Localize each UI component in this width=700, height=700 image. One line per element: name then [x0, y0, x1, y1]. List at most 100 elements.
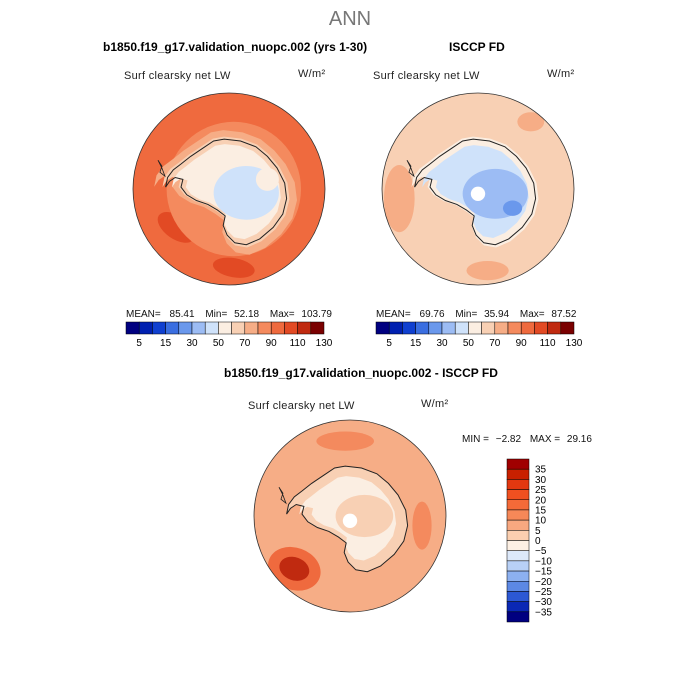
cbar-0-swatch-2: [152, 321, 166, 335]
cbar-0-swatch-5: [191, 321, 206, 335]
cbar-1-tick-6: 110: [540, 338, 556, 349]
map-2-coastline: [286, 465, 409, 573]
cbar-1-tick-0: 5: [386, 338, 392, 349]
cbar-2-tick-6: 5: [535, 526, 541, 537]
cbar-2-swatch-13: [506, 591, 530, 602]
cbar-0-tick-6: 110: [290, 338, 306, 349]
map-1-contour-8: [470, 186, 486, 201]
cbar-0-swatch-10: [257, 321, 272, 335]
cbar-0-tick-0: 5: [136, 338, 142, 349]
model-min-value: 52.18: [234, 309, 260, 320]
model-panel-title: b1850.f19_g17.validation_nuopc.002 (yrs …: [103, 40, 368, 54]
cbar-0-swatch-14: [310, 321, 325, 335]
obs-min-value: 35.94: [484, 309, 510, 320]
map-2-contour-4: [316, 431, 375, 451]
cbar-2-swatch-8: [506, 540, 530, 551]
cbar-0-tick-7: 130: [316, 338, 333, 349]
map-1-contour-2: [466, 261, 509, 281]
map-2-contour-5: [412, 501, 432, 550]
cbar-0-swatch-3: [165, 321, 180, 335]
map-0-field: [133, 93, 325, 285]
map-1-contour-1: [383, 165, 415, 233]
map-1-contour-3: [517, 112, 545, 132]
cbar-1-swatch-11: [520, 321, 535, 335]
cbar-2-tick-1: 30: [535, 475, 547, 486]
cbar-1-swatch-2: [402, 321, 416, 335]
diff-min-label: MIN =: [462, 434, 489, 445]
cbar-0-tick-4: 70: [239, 338, 251, 349]
figure-title: ANN: [328, 8, 372, 30]
cbar-2-swatch-15: [506, 611, 530, 623]
cbar-1-tick-7: 130: [566, 338, 583, 349]
model-max-label: Max=: [269, 309, 295, 320]
cbar-2-swatch-1: [506, 468, 530, 480]
obs-mean-value: 69.76: [419, 309, 445, 320]
map-1-coastline: [414, 138, 537, 246]
cbar-0-swatch-9: [244, 321, 259, 335]
diff-units-label: W/m²: [421, 398, 449, 410]
cbar-1-swatch-4: [428, 321, 443, 335]
cbar-2-tick-5: 10: [535, 516, 547, 527]
cbar-2-tick-13: −30: [535, 597, 552, 608]
cbar-2-swatch-14: [506, 601, 530, 613]
cbar-1-swatch-5: [441, 321, 456, 335]
obs-units-label: W/m²: [547, 68, 575, 80]
map-2-field: [254, 420, 446, 612]
cbar-0-swatch-0: [125, 321, 140, 335]
model-mean-label: MEAN=: [126, 309, 161, 320]
diff-stats: MIN = −2.82 MAX = 29.16: [462, 434, 592, 445]
cbar-0-swatch-1: [138, 321, 153, 335]
cbar-2-swatch-5: [506, 509, 530, 521]
cbar-1-swatch-1: [388, 321, 403, 335]
model-units-label: W/m²: [298, 68, 326, 80]
map-1-landmass: [406, 159, 415, 178]
cbar-2-tick-3: 20: [535, 495, 547, 506]
cbar-1-swatch-14: [560, 321, 575, 335]
map-0-contour-8: [255, 167, 279, 191]
cbar-2-swatch-12: [506, 581, 530, 592]
cbar-1-tick-5: 90: [516, 338, 528, 349]
cbar-2-tick-10: −15: [535, 567, 552, 578]
cbar-2-swatch-0: [506, 458, 530, 470]
cbar-0-swatch-8: [231, 321, 246, 335]
cbar-1-swatch-7: [468, 321, 482, 335]
cbar-1-tick-4: 70: [489, 338, 501, 349]
map-2-border: [253, 419, 447, 613]
cbar-0-tick-5: 90: [266, 338, 278, 349]
obs-panel-title: ISCCP FD: [449, 40, 505, 54]
cbar-0-swatch-11: [270, 321, 285, 335]
map-2-contour-9: [342, 513, 358, 528]
cbar-0-swatch-7: [218, 321, 232, 335]
cbar-2-tick-9: −10: [535, 556, 552, 567]
map-0-border: [132, 92, 326, 286]
cbar-2-swatch-6: [506, 519, 530, 531]
cbar-2-swatch-11: [506, 570, 530, 582]
cbar-2-tick-2: 25: [535, 485, 547, 496]
diff-max-value: 29.16: [566, 434, 592, 445]
cbar-1-tick-2: 30: [436, 338, 448, 349]
cbar-1-swatch-6: [454, 321, 469, 335]
obs-mean-label: MEAN=: [376, 309, 411, 320]
cbar-2-swatch-7: [506, 530, 530, 541]
cbar-2-swatch-10: [506, 560, 530, 572]
obs-variable-label: Surf clearsky net LW: [373, 70, 480, 82]
obs-min-label: Min=: [455, 309, 478, 320]
cbar-1-swatch-9: [494, 321, 509, 335]
cbar-0-tick-3: 50: [213, 338, 225, 349]
map-0-landmass: [157, 159, 166, 178]
diff-max-label: MAX =: [529, 434, 561, 445]
cbar-1-tick-3: 50: [463, 338, 475, 349]
cbar-1-swatch-8: [481, 321, 496, 335]
cbar-2-tick-11: −20: [535, 577, 552, 588]
cbar-2-tick-12: −25: [535, 587, 552, 598]
cbar-2-tick-14: −35: [535, 607, 552, 618]
map-0-contour-2: [212, 257, 255, 278]
map-1-contour-7: [502, 200, 523, 216]
cbar-2-tick-7: 0: [535, 536, 541, 547]
map-2-contour-8: [335, 494, 394, 538]
cbar-1-tick-1: 15: [410, 338, 422, 349]
cbar-1-swatch-12: [534, 321, 548, 335]
model-min-label: Min=: [205, 309, 228, 320]
cbar-0-swatch-6: [204, 321, 219, 335]
